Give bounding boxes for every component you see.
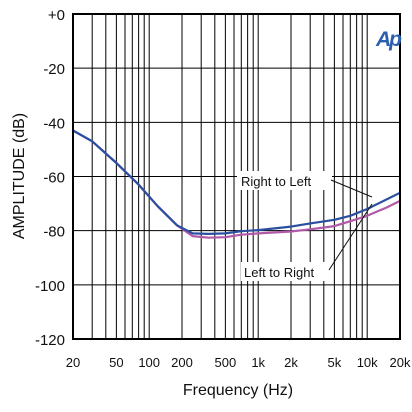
- y-tick-label: -100: [35, 278, 65, 295]
- y-tick-label: -120: [35, 332, 65, 349]
- x-tick-label: 100: [138, 355, 160, 370]
- series-lines: [71, 129, 402, 239]
- annotation-right-to-left-leader: [330, 179, 373, 198]
- series-line-left-to-right: [71, 129, 402, 239]
- x-tick-label: 1k: [251, 355, 265, 370]
- series-line-right-to-left: [71, 129, 402, 235]
- x-tick-label: 2k: [284, 355, 298, 370]
- annotations: Right to Left Left to Right: [237, 171, 373, 281]
- ap-logo: Ap: [375, 28, 402, 51]
- x-tick-label: 5k: [328, 355, 342, 370]
- x-tick-label: 10k: [357, 355, 378, 370]
- annotation-left-to-right-box: [241, 262, 332, 281]
- x-tick-label: 20: [66, 355, 80, 370]
- x-tick-label: 50: [109, 355, 123, 370]
- y-tick-label: -80: [43, 224, 65, 241]
- annotation-right-to-left: Right to Left: [241, 174, 311, 189]
- x-tick-label: 200: [171, 355, 193, 370]
- y-tick-label: -60: [43, 170, 65, 187]
- annotation-right-to-left-box: [237, 171, 332, 190]
- y-tick-label: -40: [43, 115, 65, 132]
- plot-frame: [72, 13, 401, 340]
- grid: [73, 14, 400, 339]
- x-axis-label: Frequency (Hz): [183, 382, 293, 399]
- y-axis-label: AMPLITUDE (dB): [11, 113, 28, 239]
- annotation-left-to-right: Left to Right: [244, 265, 314, 280]
- y-tick-label: +0: [48, 7, 65, 24]
- axes: [72, 13, 401, 340]
- x-tick-label: 20k: [390, 355, 411, 370]
- x-tick-label: 500: [215, 355, 237, 370]
- annotation-left-to-right-leader: [328, 203, 373, 271]
- y-tick-label: -20: [43, 61, 65, 78]
